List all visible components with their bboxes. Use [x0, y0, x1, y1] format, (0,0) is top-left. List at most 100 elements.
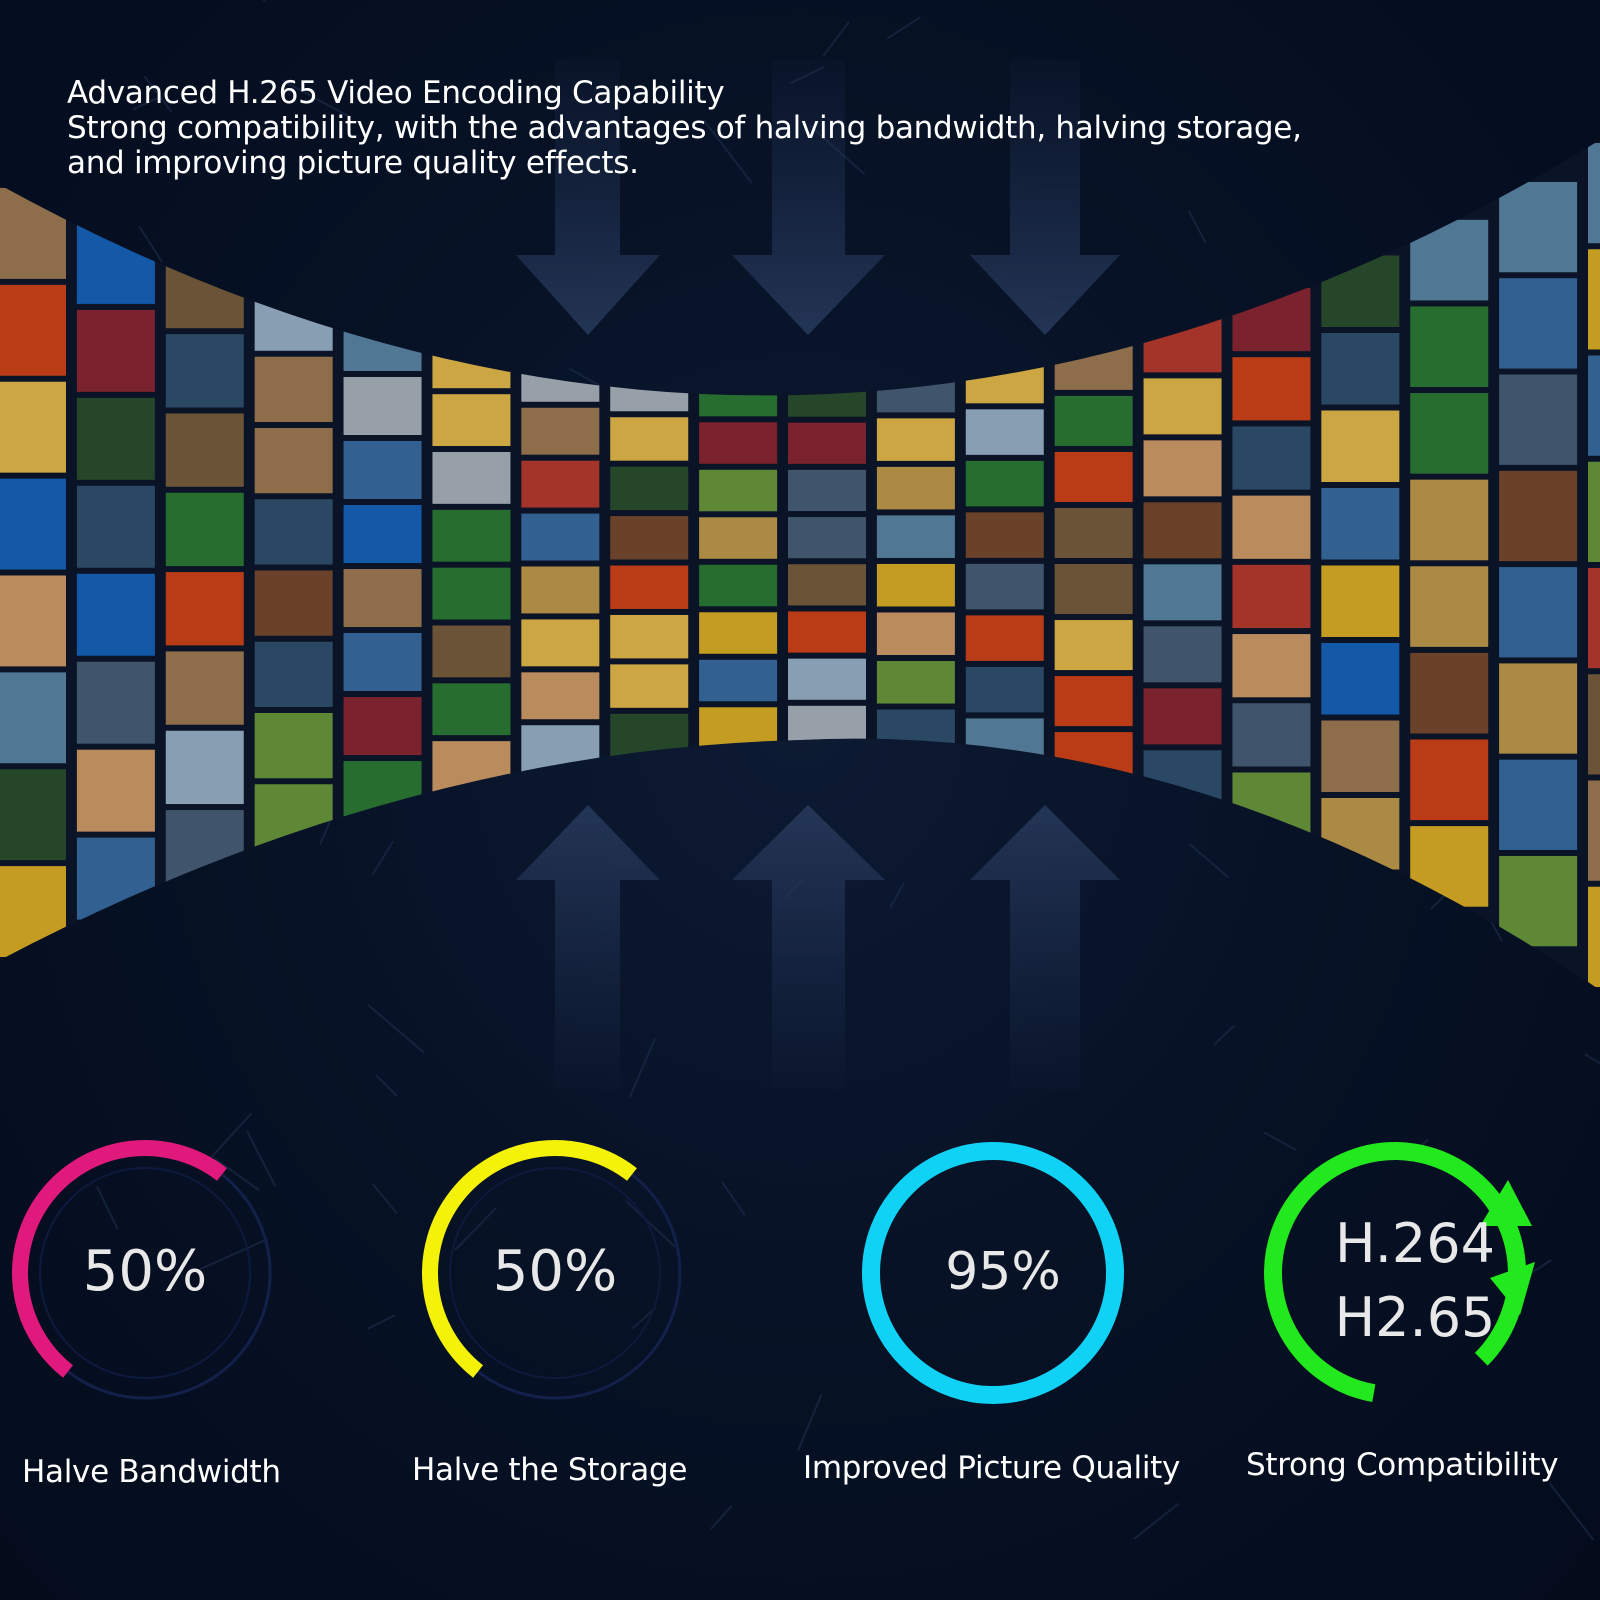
video-tile [699, 564, 778, 607]
compatibility-label: Strong Compatibility [1246, 1447, 1559, 1483]
ring-storage [421, 1139, 682, 1400]
video-tile [1321, 565, 1400, 637]
streak [710, 1505, 733, 1530]
video-tile [432, 741, 511, 793]
streak [138, 225, 164, 263]
video-tile [76, 661, 155, 744]
page-title: Advanced H.265 Video Encoding Capability [67, 75, 725, 111]
video-tile [1054, 451, 1133, 502]
streak [454, 1206, 498, 1251]
arrow-down-3 [970, 60, 1120, 335]
video-tile [521, 672, 600, 720]
video-tile [343, 440, 422, 500]
video-tile [165, 492, 244, 567]
video-tile [876, 563, 955, 607]
video-tile [1143, 626, 1222, 683]
streak [631, 1307, 657, 1330]
picture-quality-value: 95% [945, 1242, 1061, 1302]
video-tile [521, 725, 600, 773]
video-tile [1499, 278, 1578, 369]
compatibility-value-line-2: H2.65 [1334, 1286, 1496, 1349]
video-tile [521, 619, 600, 667]
streak [822, 21, 850, 57]
streak [1548, 1482, 1594, 1541]
streak [625, 1200, 676, 1248]
video-tile [1054, 564, 1133, 615]
streak [96, 1186, 119, 1230]
video-tile [1143, 440, 1222, 497]
video-tile [1143, 750, 1222, 807]
streak [628, 1038, 656, 1098]
video-tile [1232, 772, 1311, 836]
video-tile [876, 515, 955, 558]
bandwidth-label: Halve Bandwidth [22, 1454, 281, 1490]
video-tile [1588, 461, 1600, 562]
video-tile [1588, 780, 1600, 881]
video-tile [699, 612, 778, 654]
video-tile [610, 565, 689, 609]
video-tile [254, 285, 333, 351]
video-tile [1321, 333, 1400, 405]
video-tile [1410, 479, 1489, 561]
video-tile [1499, 181, 1578, 273]
video-tile [1410, 826, 1489, 907]
ring-compatibility [1264, 1142, 1535, 1403]
streak [367, 1314, 396, 1330]
video-tile [699, 517, 778, 559]
video-tile [610, 367, 689, 412]
video-tile [0, 866, 66, 957]
video-tile [165, 572, 244, 646]
video-tile [699, 422, 778, 464]
streak [568, 367, 603, 388]
video-tile [1232, 634, 1311, 698]
streak [886, 16, 921, 40]
streak [375, 1074, 398, 1097]
streak [202, 1112, 253, 1167]
streak [371, 1183, 398, 1215]
video-tile [1232, 495, 1311, 559]
video-tile [788, 469, 866, 512]
video-tile [432, 336, 511, 389]
video-tile [165, 413, 244, 487]
video-tile [343, 505, 422, 564]
video-tile [876, 661, 955, 704]
video-tile [1588, 674, 1600, 775]
streak [143, 75, 173, 113]
arrow-down-1 [516, 60, 660, 335]
video-tile [76, 749, 155, 832]
streak [1584, 1053, 1600, 1065]
streak [132, 95, 162, 111]
video-tile [1588, 249, 1600, 350]
video-tile [965, 460, 1044, 507]
video-tile [1410, 219, 1489, 301]
streak [1187, 210, 1207, 244]
video-tile [432, 683, 511, 736]
video-tile [876, 612, 955, 656]
subtitle-line-1: Strong compatibility, with the advantage… [67, 110, 1302, 146]
video-tile [1054, 732, 1133, 783]
video-tile [1499, 567, 1578, 658]
video-tile [1321, 255, 1400, 327]
video-tile [1410, 393, 1489, 474]
video-tile [343, 633, 422, 692]
video-tile [1143, 378, 1222, 435]
streak [1213, 1024, 1236, 1046]
video-tile [1499, 759, 1578, 850]
video-tile [254, 713, 333, 779]
video-tile [788, 422, 866, 464]
video-tile [1143, 502, 1222, 559]
video-tile [343, 697, 422, 756]
video-tile [1410, 566, 1489, 647]
video-tile [610, 466, 689, 511]
ring-picture-quality [862, 1142, 1124, 1404]
video-tile [432, 509, 511, 562]
streak [1133, 1502, 1180, 1540]
video-tile [610, 713, 689, 758]
video-tile [0, 284, 66, 376]
video-tile [165, 651, 244, 725]
video-tile [1588, 355, 1600, 456]
video-tile [343, 761, 422, 820]
video-tile [965, 666, 1044, 713]
video-tile [788, 517, 866, 559]
streak [246, 1130, 277, 1187]
